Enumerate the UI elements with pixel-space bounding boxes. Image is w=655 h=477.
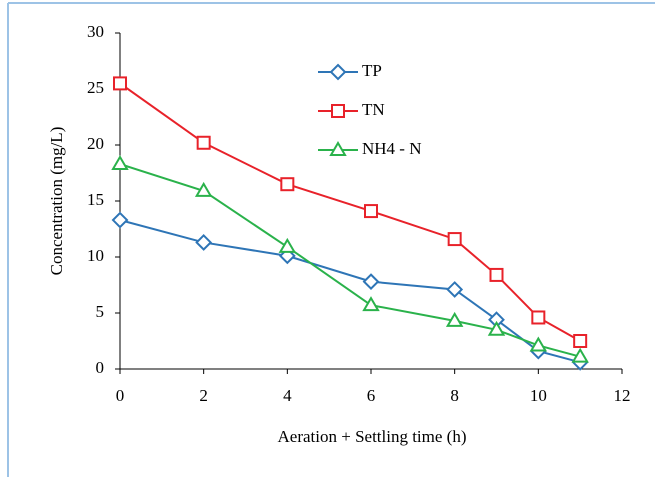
series-line: [119, 163, 581, 358]
y-tick-label: 10: [87, 246, 104, 265]
legend-marker: [329, 141, 347, 156]
point: [489, 267, 504, 282]
legend-label: NH4 - N: [362, 139, 422, 158]
point: [111, 155, 129, 171]
point: [196, 135, 211, 150]
point: [195, 234, 213, 251]
y-tick-label: 0: [96, 358, 105, 377]
legend-label: TP: [362, 61, 382, 80]
point: [573, 334, 588, 348]
x-tick-label: 8: [450, 386, 459, 405]
legend-marker: [329, 63, 347, 81]
y-tick-label: 30: [87, 22, 104, 41]
series-line: [119, 82, 581, 342]
y-axis-label: Concentration (mg/L): [47, 127, 66, 276]
x-tick-label: 2: [199, 386, 208, 405]
x-tick-label: 0: [116, 386, 125, 405]
point: [362, 296, 380, 312]
point: [362, 273, 380, 291]
legend-marker: [331, 104, 345, 118]
point: [531, 310, 546, 325]
point: [571, 347, 589, 363]
x-tick-label: 4: [283, 386, 292, 405]
point: [194, 181, 213, 197]
point: [447, 232, 462, 247]
x-tick-label: 10: [530, 386, 547, 405]
point: [445, 311, 464, 327]
point: [278, 237, 297, 253]
point: [487, 320, 506, 336]
y-tick-label: 5: [96, 302, 105, 321]
y-tick-label: 15: [87, 190, 104, 209]
point: [446, 281, 464, 298]
legend-label: TN: [362, 100, 385, 119]
x-tick-label: 6: [367, 386, 376, 405]
y-tick-label: 25: [87, 78, 104, 97]
point: [529, 336, 548, 352]
y-tick-label: 20: [87, 134, 104, 153]
x-tick-label: 12: [614, 386, 631, 405]
point: [113, 76, 127, 91]
point: [364, 204, 378, 219]
point: [111, 211, 129, 229]
point: [280, 177, 295, 192]
x-axis-label: Aeration + Settling time (h): [278, 427, 467, 446]
series-line: [119, 219, 581, 364]
